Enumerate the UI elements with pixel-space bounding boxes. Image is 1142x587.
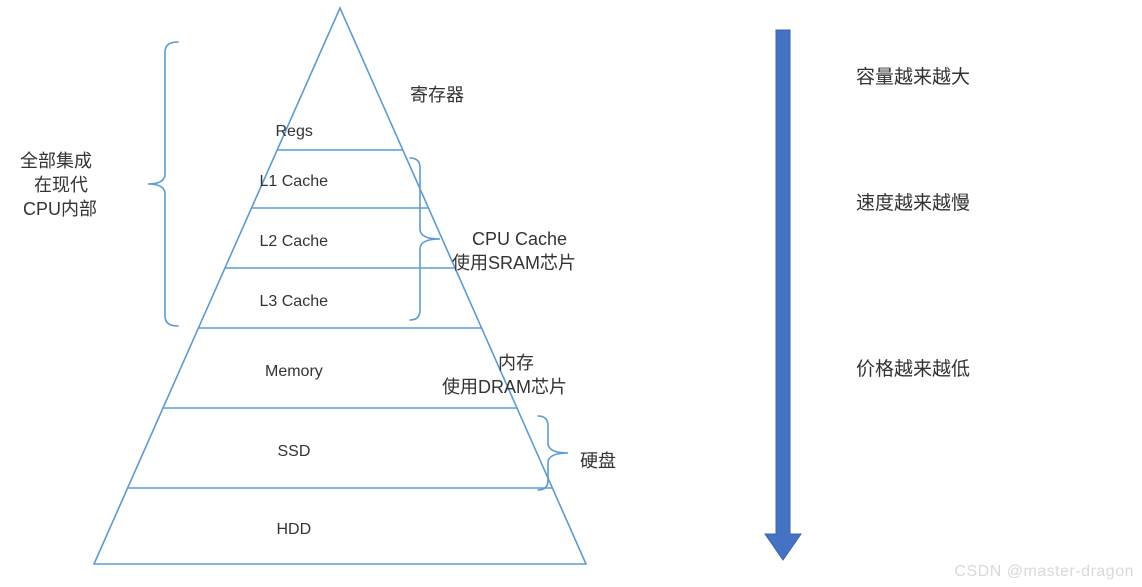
label-disk: 硬盘 <box>580 450 616 473</box>
label-register: 寄存器 <box>410 84 464 107</box>
label-memory-line1: 内存 <box>498 352 534 375</box>
pyramid-level-hdd: HDD <box>277 520 312 541</box>
pyramid-level-ssd: SSD <box>278 442 311 463</box>
pyramid-level-memory: Memory <box>265 362 323 383</box>
pyramid-level-l3-cache: L3 Cache <box>260 292 329 313</box>
pyramid-level-l1-cache: L1 Cache <box>260 172 329 193</box>
arrow-label-1: 速度越来越慢 <box>856 192 970 217</box>
pyramid-level-l2-cache: L2 Cache <box>260 232 329 253</box>
label-cpu-cache-line2: 使用SRAM芯片 <box>452 252 576 275</box>
label-memory-line2: 使用DRAM芯片 <box>442 376 567 399</box>
downward-arrow <box>765 30 801 560</box>
arrow-label-2: 价格越来越低 <box>856 358 970 383</box>
watermark: CSDN @master-dragon <box>954 563 1134 581</box>
label-cpu-internal-l2: 在现代 <box>34 174 88 197</box>
memory-pyramid <box>94 8 586 564</box>
label-cpu-cache-line1: CPU Cache <box>472 228 567 251</box>
pyramid-level-regs: Regs <box>276 122 313 143</box>
diagram-canvas <box>0 0 1142 587</box>
label-cpu-internal-l3: CPU内部 <box>23 198 97 221</box>
label-cpu-internal-l1: 全部集成 <box>20 150 92 173</box>
arrow-label-0: 容量越来越大 <box>856 66 970 91</box>
